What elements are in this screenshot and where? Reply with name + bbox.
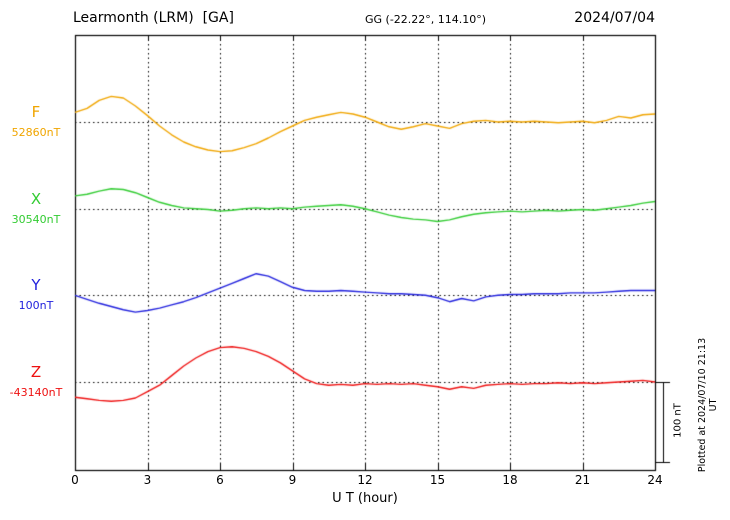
trace-label-y: Y 100nT	[0, 277, 72, 312]
trace-letter-x: X	[30, 190, 42, 208]
x-tick-label: 24	[647, 473, 663, 487]
x-tick-label: 0	[71, 473, 79, 487]
trace-letter-z: Z	[30, 363, 42, 381]
x-tick-label: 6	[216, 473, 224, 487]
trace-label-f: F 52860nT	[0, 104, 72, 139]
trace-letter-y: Y	[31, 276, 41, 294]
scale-bar-label: 100 nT	[672, 403, 684, 438]
x-tick-label: 9	[288, 473, 297, 487]
x-tick-label: 15	[429, 473, 446, 487]
geographic-coordinates: GG (-22.22°, 114.10°)	[365, 13, 487, 26]
x-tick-label: 3	[143, 473, 152, 487]
trace-baseline-value-x: 30540nT	[11, 213, 61, 226]
trace-baseline-value-f: 52860nT	[11, 126, 61, 139]
x-tick-label: 12	[357, 473, 373, 487]
station-title: Learmonth (LRM) [GA]	[73, 10, 234, 26]
trace-baseline-value-z: -43140nT	[9, 386, 63, 399]
trace-baseline-value-y: 100nT	[18, 299, 54, 312]
x-axis-label: U T (hour)	[332, 491, 398, 506]
x-tick-label: 21	[574, 473, 591, 487]
trace-letter-f: F	[31, 103, 41, 121]
x-tick-label: 18	[502, 473, 518, 487]
plotted-timestamp: Plotted at 2024/07/10 21:13 UT	[697, 337, 719, 473]
trace-label-x: X 30540nT	[0, 191, 72, 226]
plot-date: 2024/07/04	[574, 10, 655, 26]
trace-label-z: Z -43140nT	[0, 364, 72, 399]
